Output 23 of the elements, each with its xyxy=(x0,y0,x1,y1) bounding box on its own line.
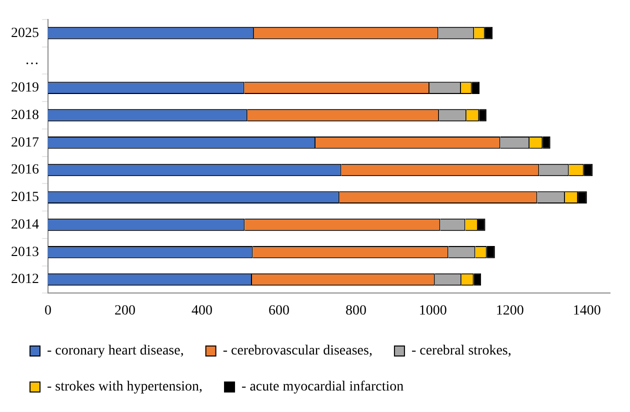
legend-label: - strokes with hypertension, xyxy=(47,380,203,395)
legend-label: - cerebral strokes, xyxy=(411,344,512,359)
y-tick-label: 2013 xyxy=(11,244,39,260)
y-tick-label: 2015 xyxy=(11,190,39,206)
x-tick-label: 400 xyxy=(191,303,212,318)
x-tick-label: 200 xyxy=(114,303,136,318)
x-tick-label: 1400 xyxy=(572,303,601,318)
y-tick-label: 2018 xyxy=(11,108,39,123)
y-tick-label: 2012 xyxy=(11,272,39,288)
legend-label: - acute myocardial infarction xyxy=(242,380,404,395)
y-tick-label: … xyxy=(25,53,39,68)
y-tick-label: 2016 xyxy=(11,162,39,178)
x-tick-label: 1000 xyxy=(418,303,447,318)
x-tick-label: 0 xyxy=(44,303,52,318)
x-tick-label: 600 xyxy=(268,303,290,318)
y-tick-label: 2014 xyxy=(11,217,39,232)
x-tick-label: 1200 xyxy=(496,303,524,318)
y-tick-label: 2025 xyxy=(11,26,39,41)
legend-label: - cerebrovascular diseases, xyxy=(222,344,372,359)
x-tick-label: 800 xyxy=(345,303,366,318)
y-tick-label: 2019 xyxy=(11,80,39,96)
y-tick-label: 2017 xyxy=(11,135,39,150)
legend-label: - coronary heart disease, xyxy=(47,344,184,359)
